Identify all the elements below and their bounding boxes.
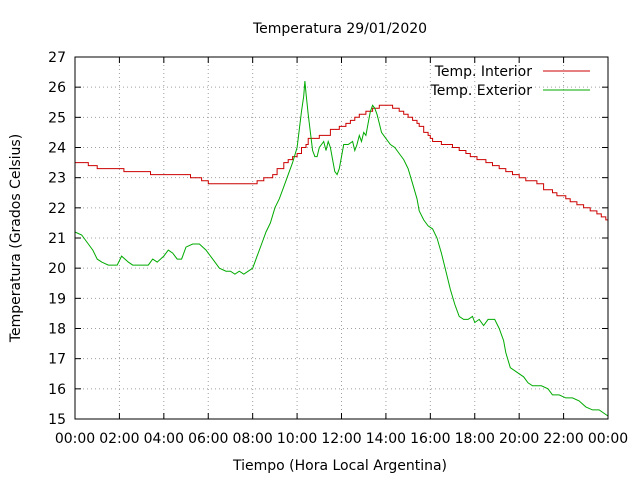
legend-label: Temp. Exterior [430, 83, 533, 99]
x-tick-label: 04:00 [144, 431, 184, 447]
x-tick-label: 12:00 [321, 431, 361, 447]
x-tick-label: 14:00 [366, 431, 406, 447]
x-tick-label: 08:00 [232, 431, 272, 447]
y-tick-label: 26 [48, 80, 66, 96]
series-line-exterior [74, 81, 609, 417]
x-tick-label: 10:00 [277, 431, 317, 447]
y-tick-label: 16 [48, 382, 66, 398]
y-tick-label: 15 [48, 412, 66, 428]
x-tick-label: 16:00 [410, 431, 450, 447]
y-tick-label: 27 [48, 50, 66, 66]
y-tick-label: 24 [48, 141, 66, 157]
y-tick-label: 22 [48, 201, 66, 217]
y-tick-label: 20 [48, 261, 66, 277]
y-tick-label: 19 [48, 291, 66, 307]
series-layer [74, 81, 609, 417]
y-tick-label: 23 [48, 171, 66, 187]
x-tick-label: 20:00 [499, 431, 539, 447]
grid [75, 57, 608, 419]
x-axis-label: Tiempo (Hora Local Argentina) [232, 458, 447, 474]
legend-label: Temp. Interior [434, 64, 533, 80]
x-tick-label: 00:00 [588, 431, 628, 447]
series-line-interior [75, 104, 608, 221]
y-tick-label: 18 [48, 322, 66, 338]
x-tick-label: 06:00 [188, 431, 228, 447]
chart-title: Temperatura 29/01/2020 [252, 21, 427, 37]
y-axis-label: Temperatura (Grados Celsius) [8, 134, 24, 343]
y-tick-label: 17 [48, 352, 66, 368]
x-tick-label: 00:00 [55, 431, 95, 447]
y-tick-label: 25 [48, 110, 66, 126]
x-tick-label: 22:00 [543, 431, 583, 447]
x-tick-label: 18:00 [455, 431, 495, 447]
x-tick-label: 02:00 [99, 431, 139, 447]
y-tick-label: 21 [48, 231, 66, 247]
legend: Temp. Interior Temp. Exterior [430, 64, 590, 99]
